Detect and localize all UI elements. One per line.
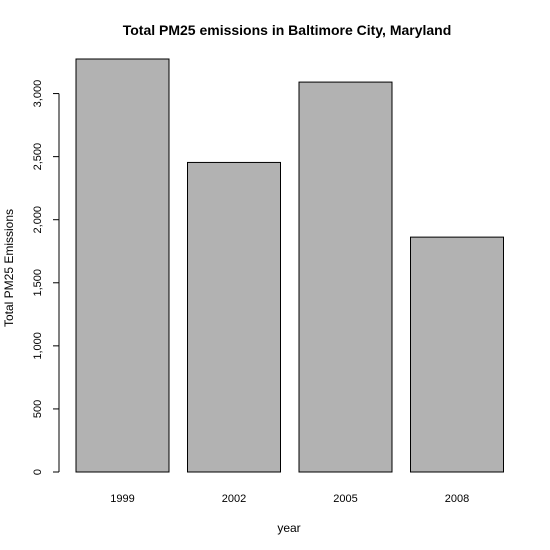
y-tick-label: 500: [32, 400, 44, 418]
y-tick-label: 1,500: [32, 269, 44, 297]
y-axis: 0 500 1,000 1,500 2,000 2,500 3,000: [32, 80, 60, 475]
bar-2002: [187, 161, 281, 473]
x-axis-label: year: [277, 521, 300, 535]
bar-2005: [298, 81, 393, 473]
y-tick-label: 2,500: [32, 143, 44, 171]
y-tick-label: 1,000: [32, 332, 44, 360]
y-tick-label: 2,000: [32, 206, 44, 234]
x-tick-label: 2005: [333, 493, 357, 505]
bars: [75, 58, 504, 473]
y-tick-label: 0: [32, 469, 44, 475]
x-tick-labels: 1999 2002 2005 2008: [110, 493, 469, 505]
x-tick-label: 2008: [445, 493, 469, 505]
y-axis-label: Total PM25 Emissions: [2, 209, 16, 327]
x-tick-label: 2002: [222, 493, 246, 505]
y-tick-label: 3,000: [32, 80, 44, 108]
chart-title: Total PM25 emissions in Baltimore City, …: [123, 22, 452, 38]
x-tick-label: 1999: [110, 493, 134, 505]
bar-1999: [75, 58, 170, 473]
bar-2008: [410, 236, 504, 473]
